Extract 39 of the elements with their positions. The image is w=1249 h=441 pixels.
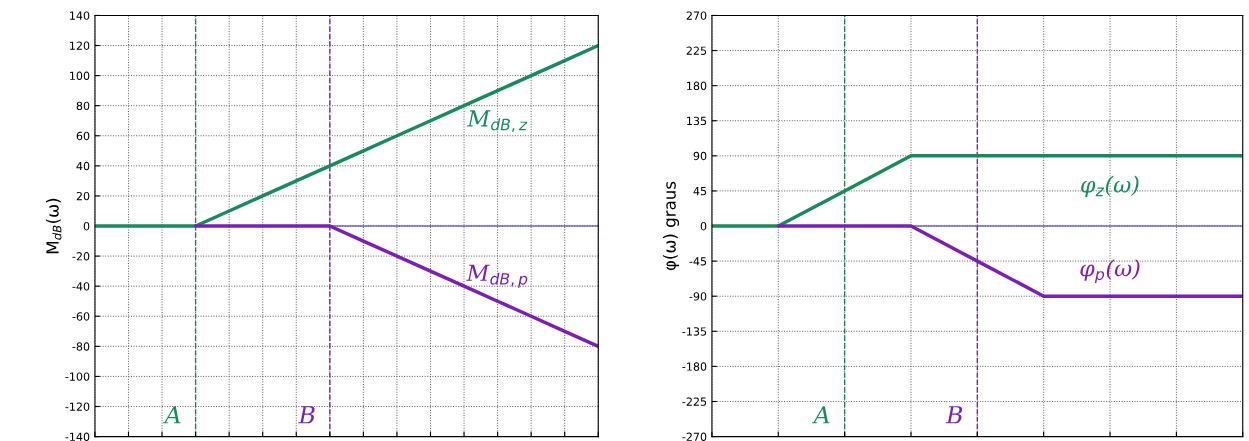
y-tick-label: 100 [70,71,90,80]
y-tick-label: 90 [693,151,707,161]
y-tick-label: -270 [682,432,707,441]
y-tick-label: -90 [689,292,707,301]
y-axis-title: φ(ω) graus [662,181,680,271]
y-tick-label: 0 [83,221,90,231]
y-tick-label: 120 [70,41,90,50]
y-tick-label: -80 [72,342,90,351]
y-tick-label: -45 [689,257,707,266]
y-tick-label: -135 [682,327,707,336]
series-label: φ$_{p}$(ω) [1080,259,1140,284]
y-tick-label: 270 [686,11,707,20]
series-label: φ$_{z}$(ω) [1081,175,1139,198]
y-tick-label: 45 [693,187,707,196]
y-tick-label: 80 [76,101,90,111]
y-tick-label: -40 [72,282,90,291]
y-tick-label: 180 [687,81,707,91]
annotation: B [298,406,315,424]
y-axis-title: M$_{dB}$(ω) [45,198,62,254]
annotation: A [162,406,181,424]
series-label: M$_{dB,z}$ [467,110,528,132]
y-tick-label: 40 [76,161,90,171]
y-tick-label: -140 [65,432,90,441]
y-tick-label: 60 [76,131,90,141]
y-tick-label: -60 [72,312,90,321]
series-label: M$_{dB,p}$ [466,264,528,288]
y-tick-label: -20 [72,252,90,261]
y-tick-label: -120 [65,402,90,411]
y-tick-label: 225 [686,46,707,55]
y-tick-label: -180 [682,362,707,371]
y-tick-label: -225 [682,397,707,406]
y-tick-label: 135 [687,116,707,126]
line-series [94,43,599,228]
annotation: B [945,406,963,424]
y-tick-label: -100 [65,372,90,381]
y-tick-label: 0 [700,221,707,231]
y-tick-label: 140 [70,11,90,20]
annotation: A [811,406,830,424]
y-tick-label: 20 [76,191,90,201]
